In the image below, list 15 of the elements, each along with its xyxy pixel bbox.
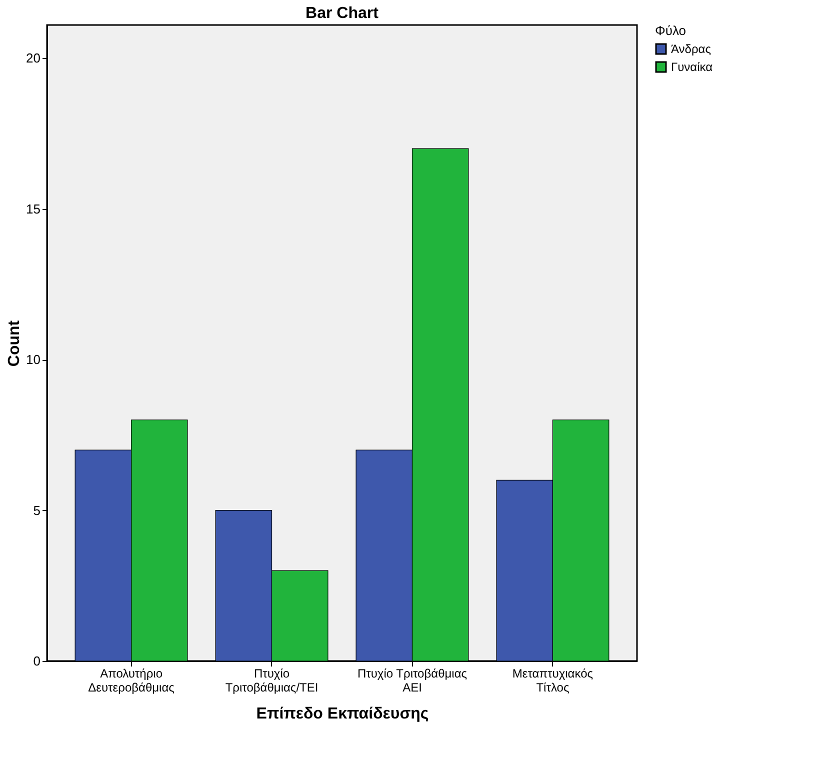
y-tick-label: 15: [26, 201, 40, 216]
x-tick-label: Πτυχίο Τριτοβάθμιας ΑΕΙ: [357, 666, 468, 694]
legend-title: Φύλο: [655, 23, 686, 38]
y-tick-label: 10: [26, 352, 40, 368]
y-tick-label: 5: [33, 502, 40, 518]
x-tick-label: Απολυτήριο Δευτεροβάθμιας: [88, 666, 175, 694]
chart-title: Bar Chart: [306, 5, 380, 22]
legend-label: Άνδρας: [671, 42, 712, 56]
x-tick-label: Πτυχίο Τριτοβάθμιας/ΤΕΙ: [225, 666, 318, 694]
x-axis-title: Επίπεδο Εκπαίδευσης: [256, 706, 429, 722]
y-axis-title: Count: [6, 320, 24, 367]
x-tick-label: Μεταπτυχιακός Τίτλος: [512, 666, 594, 694]
y-tick-label: 0: [33, 654, 40, 668]
legend-label: Γυναίκα: [671, 60, 713, 74]
y-tick-label: 20: [26, 50, 40, 66]
